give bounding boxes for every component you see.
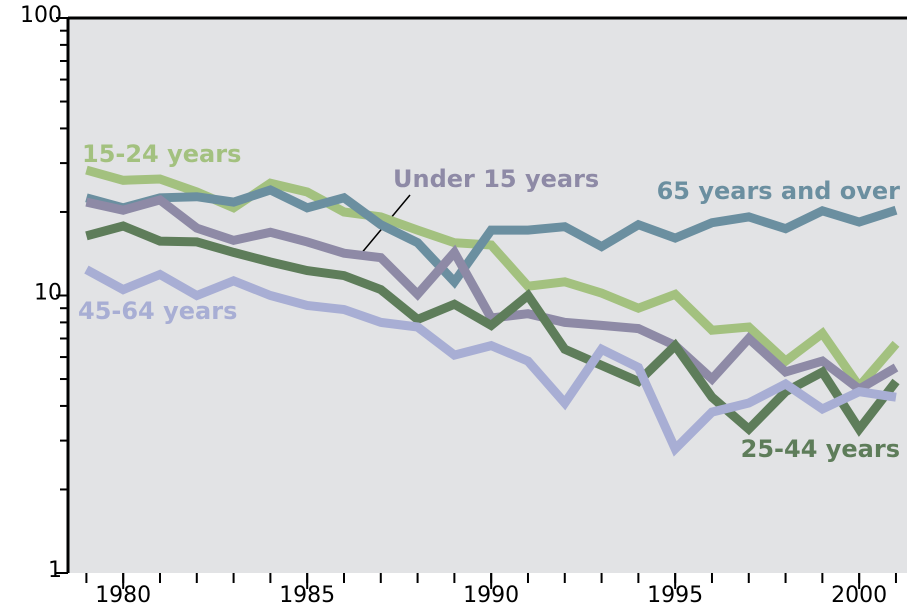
series-line bbox=[85, 221, 900, 437]
series-label: Under 15 years bbox=[393, 165, 599, 193]
x-tick-label: 2000 bbox=[831, 583, 887, 607]
series-line bbox=[84, 265, 897, 457]
x-tick-label: 1990 bbox=[463, 583, 519, 607]
x-tick-label: 1995 bbox=[647, 583, 703, 607]
series-label: 65 years and over bbox=[657, 177, 901, 205]
series-label: 45-64 years bbox=[78, 297, 237, 325]
series-label: 15-24 years bbox=[82, 140, 241, 168]
series-line bbox=[85, 185, 898, 289]
y-tick-label: 100 bbox=[20, 3, 62, 28]
series-line bbox=[85, 194, 899, 395]
y-tick-label: 1 bbox=[48, 558, 62, 583]
x-tick-label: 1980 bbox=[95, 583, 151, 607]
series-label: 25-44 years bbox=[741, 435, 900, 463]
y-tick-label: 10 bbox=[34, 281, 62, 306]
x-tick-label: 1985 bbox=[279, 583, 335, 607]
